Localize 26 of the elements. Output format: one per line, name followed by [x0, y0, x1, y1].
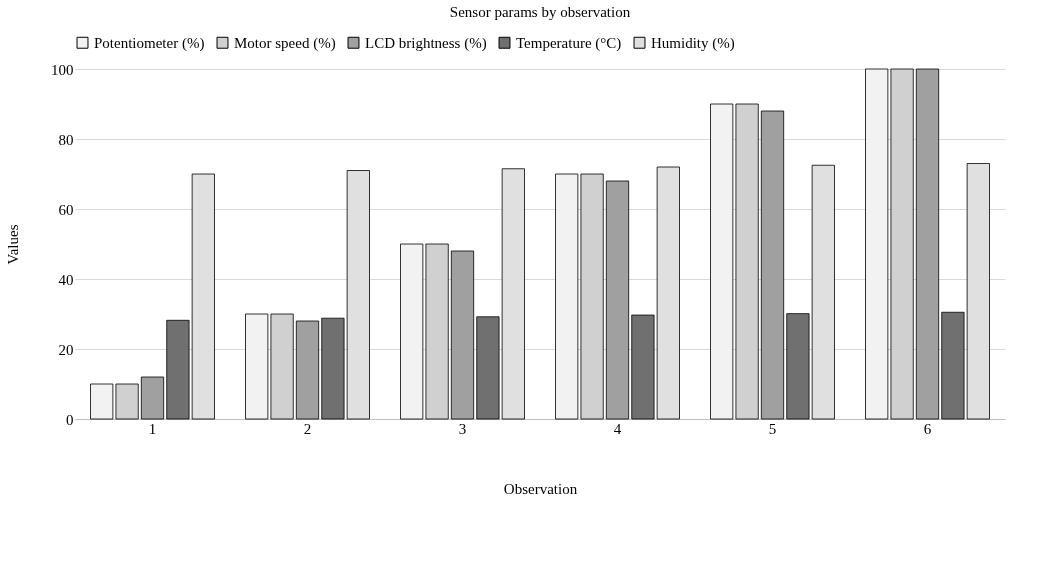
x-tick-label: 4	[613, 420, 622, 437]
legend-label: Humidity (%)	[651, 34, 735, 52]
legend-label: LCD brightness (%)	[365, 34, 487, 52]
y-tick-label: 40	[58, 271, 74, 288]
y-axis-title: Values	[5, 224, 21, 265]
x-tick-label: 3	[458, 420, 467, 437]
y-tick-label: 100	[51, 61, 74, 78]
x-tick-label: 6	[923, 420, 932, 437]
y-tick-label: 20	[58, 341, 74, 358]
legend-label: Potentiometer (%)	[94, 34, 205, 52]
legend-label: Temperature (°C)	[516, 34, 622, 52]
x-tick-label: 2	[303, 420, 312, 437]
bar	[760, 110, 785, 420]
x-axis-title: Observation	[503, 480, 578, 497]
x-tick-label: 5	[768, 420, 777, 437]
bar	[295, 320, 320, 420]
bar	[450, 250, 475, 420]
x-tick-label: 1	[148, 420, 157, 437]
y-tick-label: 80	[58, 131, 74, 148]
chart-title: Sensor params by observation	[449, 4, 631, 20]
y-tick-label: 60	[58, 201, 74, 218]
y-tick-label: 0	[66, 411, 74, 428]
bar	[605, 180, 630, 420]
bar	[915, 68, 940, 420]
bar	[140, 376, 165, 420]
legend-label: Motor speed (%)	[234, 34, 336, 52]
